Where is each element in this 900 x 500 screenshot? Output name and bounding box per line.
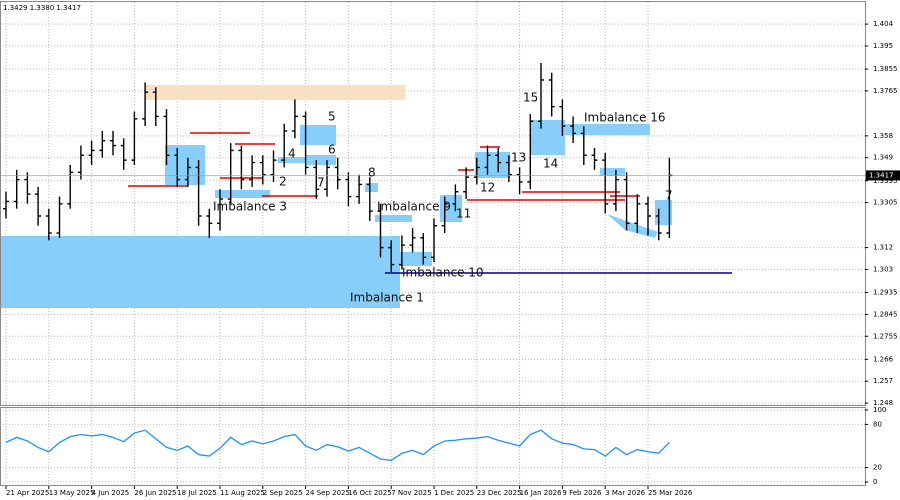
y-tick-label: 1.2845 [873, 310, 898, 318]
y-tick-label: 1.3395 [873, 177, 898, 185]
annotation: Imbalance 3 [213, 200, 287, 214]
y-tick-label: 1.2935 [873, 289, 898, 297]
zone [365, 183, 378, 192]
zone [305, 155, 336, 165]
x-tick-label: 26 Jun 2025 [134, 489, 176, 497]
x-tick-label: 25 Mar 2026 [648, 489, 693, 497]
annotation: 5 [328, 110, 336, 124]
x-tick-label: 3 Mar 2026 [605, 489, 645, 497]
y-tick-label: 1.303 [873, 265, 893, 273]
x-tick-label: 1 Dec 2025 [434, 489, 474, 497]
x-tick-label: 23 Dec 2025 [477, 489, 522, 497]
y-tick-label: 1.349 [873, 154, 893, 162]
annotation: 4 [288, 147, 296, 161]
y-tick-label: 1.395 [873, 42, 893, 50]
y-tick-label: 80 [873, 420, 882, 428]
y-tick-label: 0 [873, 478, 877, 486]
x-tick-label: 4 Jun 2025 [92, 489, 130, 497]
annotation: 7 [665, 189, 673, 203]
annotation: 13 [511, 151, 526, 165]
annotation: 12 [480, 181, 495, 195]
x-tick-label: 16 Oct 2025 [348, 489, 391, 497]
rsi-line [5, 429, 670, 462]
zone [607, 214, 658, 238]
axis: 1.4041.3951.38551.37651.3581.3491.33951.… [5, 20, 900, 497]
current-price-box [866, 170, 900, 181]
y-tick-label: 1.266 [873, 355, 894, 363]
zone [530, 120, 565, 155]
x-tick-label: 18 Jul 2025 [177, 489, 217, 497]
annotation: Imbalance 10 [402, 266, 484, 280]
x-tick-label: 24 Sep 2025 [306, 489, 350, 497]
marks [0, 62, 865, 462]
annotation: Imbalance 1 [350, 291, 424, 305]
annotation: Imbalance 16 [584, 111, 666, 125]
x-tick-label: 21 Apr 2025 [6, 489, 49, 497]
y-tick-label: 1.358 [873, 132, 893, 140]
y-tick-label: 1.404 [873, 20, 894, 28]
annotation: 11 [456, 207, 471, 221]
annotation: 2 [279, 175, 287, 189]
x-tick-label: 16 Jan 2026 [520, 489, 563, 497]
x-tick-label: 7 Nov 2025 [391, 489, 431, 497]
annotation: 15 [523, 91, 538, 105]
annotation: 6 [328, 143, 336, 157]
y-tick-label: 1.312 [873, 244, 893, 252]
rsi-frame [0, 407, 866, 486]
annotation: 8 [368, 166, 376, 180]
current-price-label: 1.3417 [869, 171, 894, 179]
x-tick-label: 11 Aug 2025 [220, 489, 265, 497]
price-frame [0, 1, 866, 406]
y-tick-label: 1.257 [873, 377, 893, 385]
zone [278, 157, 305, 163]
x-tick-label: 13 May 2025 [49, 489, 95, 497]
y-tick-label: 1.2755 [873, 332, 898, 340]
annotation: 14 [543, 157, 558, 171]
y-tick-label: 100 [873, 406, 886, 414]
ohlc-header: 1.3429 1.3380 1.3417 [3, 4, 81, 12]
x-tick-label: 9 Feb 2026 [562, 489, 602, 497]
y-tick-label: 1.3855 [873, 65, 898, 73]
zone [600, 168, 625, 176]
zone [565, 124, 650, 135]
y-tick-label: 20 [873, 464, 882, 472]
zone [145, 85, 405, 100]
zone [300, 125, 336, 145]
annotation: 7 [317, 176, 325, 190]
y-tick-label: 1.248 [873, 399, 893, 407]
zone [375, 215, 412, 222]
zone [0, 236, 400, 308]
zone [215, 190, 270, 198]
zone [475, 152, 510, 178]
annotation: Imbalance 9 [377, 200, 451, 214]
zone [440, 195, 462, 222]
y-tick-label: 1.3765 [873, 87, 898, 95]
x-tick-label: 2 Sep 2025 [263, 489, 303, 497]
y-tick-label: 1.3305 [873, 199, 898, 207]
